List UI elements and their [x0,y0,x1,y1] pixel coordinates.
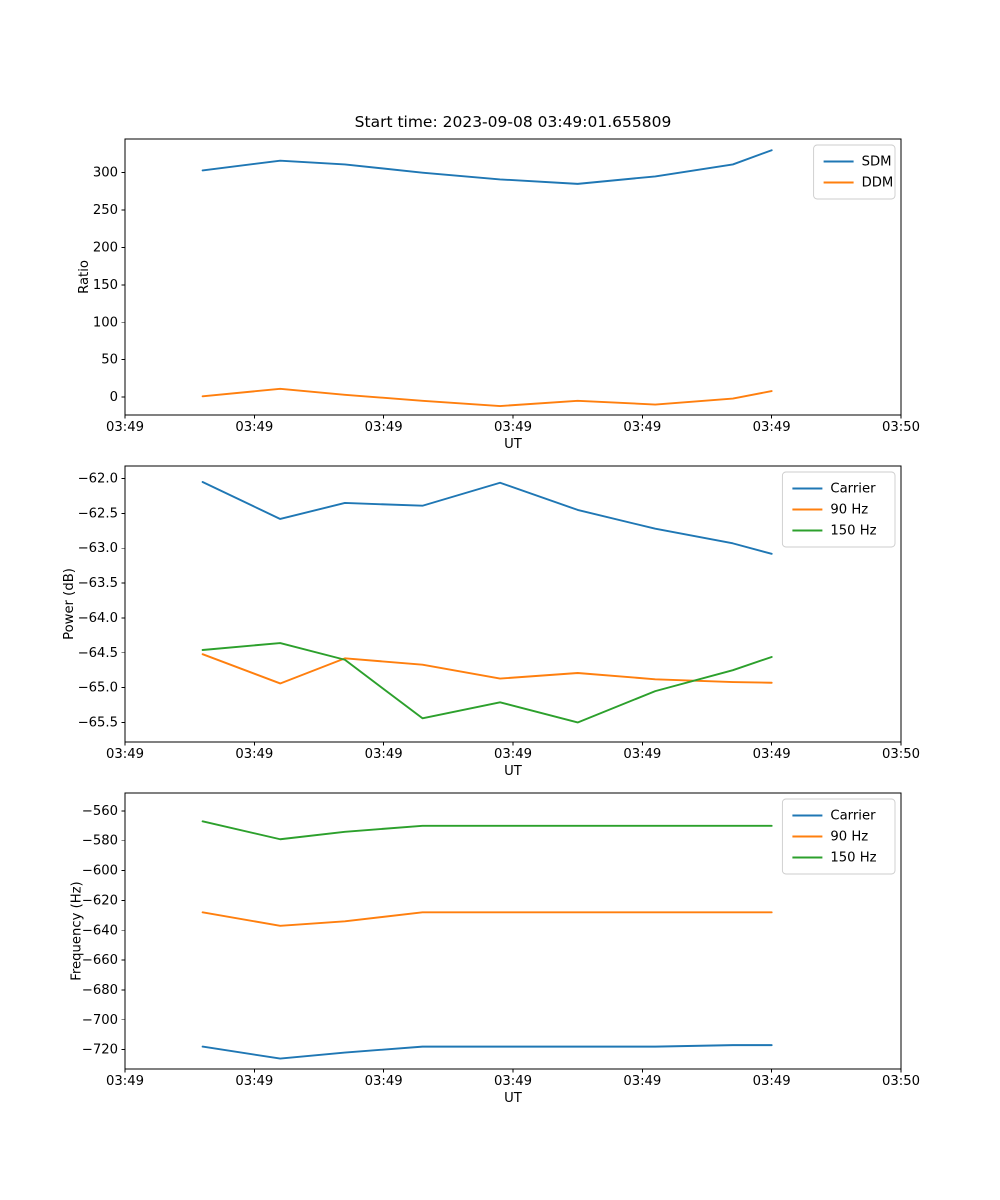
x-tick-label: 03:49 [623,747,661,762]
x-tick-label: 03:49 [106,747,144,762]
x-tick-label: 03:49 [753,747,791,762]
y-tick-label: −65.5 [78,715,118,730]
x-tick-label: 03:49 [494,1074,532,1089]
x-tick-label: 03:49 [753,420,791,435]
data-line-carrier [201,481,773,555]
chart-title: Start time: 2023-09-08 03:49:01.655809 [355,113,672,131]
panel-frequency-legend: Carrier 90 Hz 150 Hz [781,798,896,875]
y-tick-label: −64.0 [78,611,118,626]
y-tick-label: −62.5 [78,506,118,521]
y-tick-label: −680 [82,983,118,998]
legend-label: DDM [862,176,894,191]
legend-label: 90 Hz [830,503,868,518]
x-tick-label: 03:49 [106,1074,144,1089]
x-tick-label: 03:49 [235,420,273,435]
y-tick-label: 100 [93,315,118,330]
x-tick-label: 03:49 [365,1074,403,1089]
legend-label: SDM [862,155,892,170]
panel-ratio-legend: SDM DDM [813,144,896,200]
x-tick-label: 03:49 [623,420,661,435]
y-tick-label: −63.0 [78,541,118,556]
x-tick-label: 03:49 [494,420,532,435]
y-tick-label: −640 [82,923,118,938]
y-axis-label: Ratio [77,260,92,294]
legend-frame [813,144,896,200]
x-tick-label: 03:50 [882,747,920,762]
x-tick-label: 03:49 [753,1074,791,1089]
y-tick-label: −560 [82,804,118,819]
data-line-90-hz [201,911,773,927]
y-tick-label: 50 [101,353,118,368]
legend-label: Carrier [830,809,876,824]
y-tick-label: 150 [93,278,118,293]
y-tick-label: −63.5 [78,576,118,591]
legend-label: 150 Hz [830,851,876,866]
data-line-150-hz [201,642,773,724]
y-tick-label: −580 [82,834,118,849]
x-tick-label: 03:50 [882,1074,920,1089]
legend-label: 90 Hz [830,830,868,845]
y-tick-label: −65.0 [78,681,118,696]
x-tick-label: 03:49 [235,1074,273,1089]
x-tick-label: 03:49 [106,420,144,435]
y-axis-label: Power (dB) [62,568,77,640]
x-tick-label: 03:49 [365,420,403,435]
x-tick-label: 03:49 [494,747,532,762]
y-tick-label: −620 [82,893,118,908]
x-tick-label: 03:50 [882,420,920,435]
legend-frame [781,471,896,548]
y-tick-label: 250 [93,203,118,218]
y-tick-label: 0 [110,390,118,405]
y-tick-label: −700 [82,1013,118,1028]
data-line-150-hz [201,820,773,841]
y-tick-label: −660 [82,953,118,968]
data-line-carrier [201,1044,773,1060]
y-tick-label: −62.0 [78,472,118,487]
legend-frame [781,798,896,875]
x-axis-label: UT [504,1091,523,1106]
data-line-ddm [201,387,773,407]
data-line-90-hz [201,653,773,685]
x-tick-label: 03:49 [623,1074,661,1089]
y-axis-label: Frequency (Hz) [70,881,85,980]
legend-label: 150 Hz [830,524,876,539]
y-tick-label: −600 [82,864,118,879]
x-tick-label: 03:49 [365,747,403,762]
legend-label: Carrier [830,482,876,497]
y-tick-label: −64.5 [78,646,118,661]
x-tick-label: 03:49 [235,747,273,762]
data-line-sdm [201,149,773,185]
x-axis-label: UT [504,437,523,452]
y-tick-label: 200 [93,240,118,255]
x-axis-label: UT [504,764,523,779]
panel-power-legend: Carrier 90 Hz 150 Hz [781,471,896,548]
y-tick-label: 300 [93,166,118,181]
y-tick-label: −720 [82,1043,118,1058]
